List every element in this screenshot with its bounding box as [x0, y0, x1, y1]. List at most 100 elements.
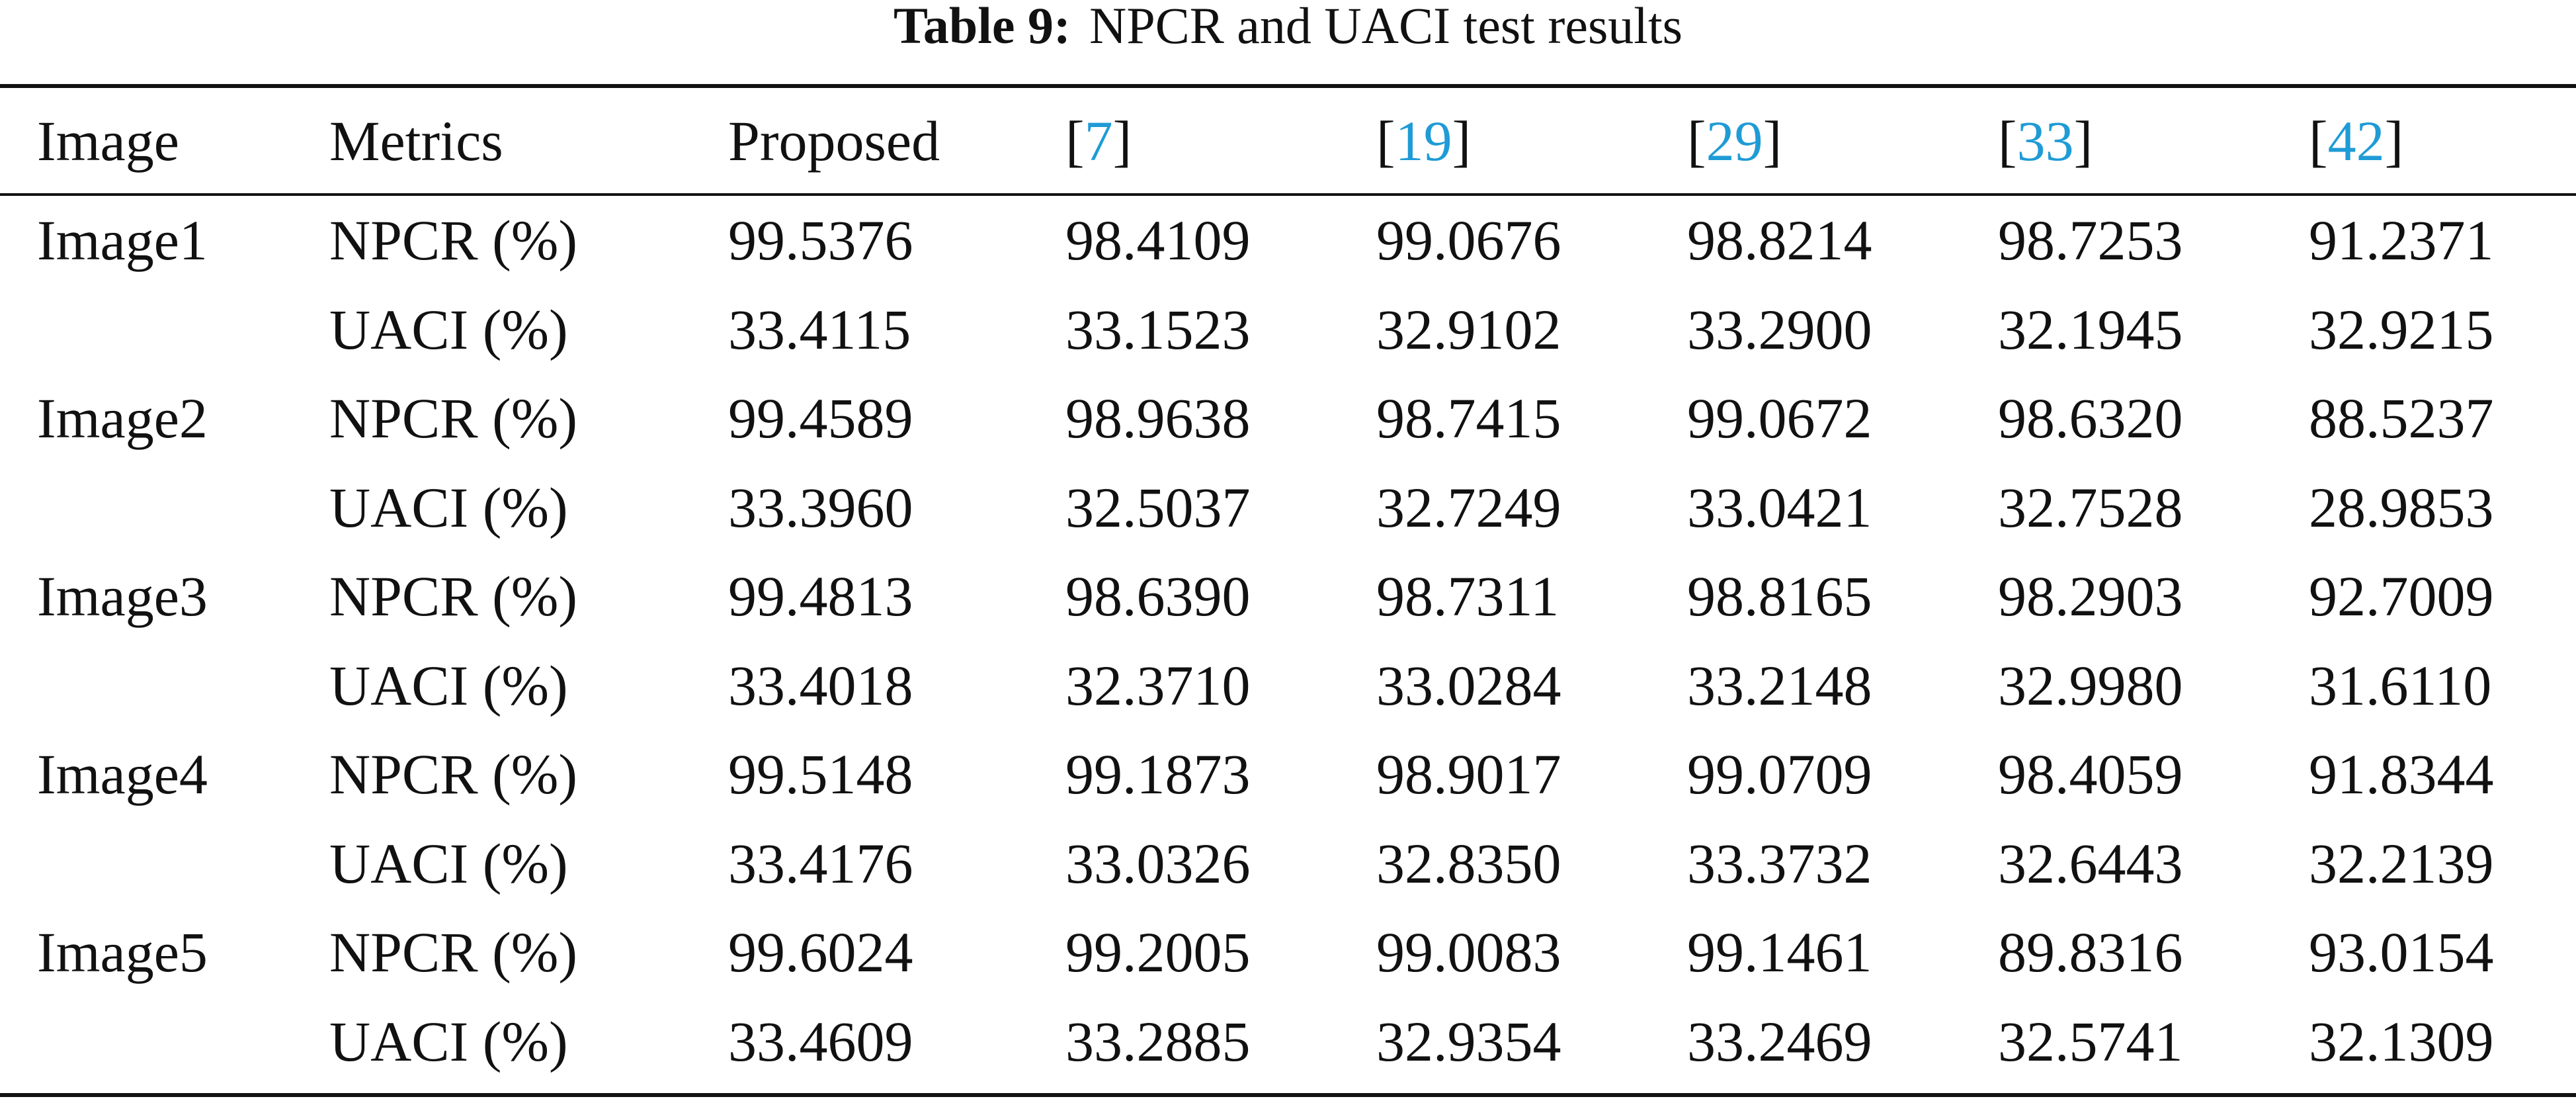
cell-metric: NPCR (%) [329, 208, 578, 273]
cell-value: 91.2371 [2309, 208, 2494, 273]
column-header-proposed: Proposed [728, 109, 940, 173]
cell-value: 98.9017 [1376, 742, 1561, 807]
cell-image [0, 285, 329, 374]
table-row: Image4 NPCR (%) 99.5148 99.1873 98.9017 99.07… [0, 730, 2576, 819]
cell-image: Image2 [37, 386, 208, 451]
cell-value: 32.5741 [1998, 1009, 2183, 1073]
column-header-image: Image [37, 109, 179, 173]
cell-value: 98.7253 [1998, 208, 2183, 273]
cell-metric: UACI (%) [329, 1009, 568, 1073]
column-header-metrics: Metrics [329, 109, 503, 173]
cell-image: Image1 [37, 208, 208, 273]
cell-value: 99.0083 [1376, 920, 1561, 985]
cell-metric: UACI (%) [329, 475, 568, 539]
results-table-body: Image1 NPCR (%) 99.5376 98.4109 99.0676 98.82… [0, 196, 2576, 1086]
cell-image [0, 641, 329, 730]
citation-link[interactable]: 29 [1706, 109, 1763, 173]
cell-metric: NPCR (%) [329, 742, 578, 807]
cell-value: 99.1461 [1687, 920, 1872, 985]
citation-link[interactable]: 42 [2327, 109, 2385, 173]
table-caption-title: NPCR and UACI test results [1089, 0, 1683, 54]
cell-value: 33.1523 [1065, 297, 1251, 361]
cell-value: 32.2139 [2309, 831, 2494, 895]
cell-value: 98.7311 [1376, 564, 1559, 629]
cell-value: 98.4109 [1065, 208, 1251, 273]
cell-value: 92.7009 [2309, 564, 2494, 629]
citation-link[interactable]: 33 [2016, 109, 2074, 173]
cell-value: 99.4589 [728, 386, 913, 451]
cell-value: 33.0421 [1687, 475, 1872, 539]
table-top-rule [0, 84, 2576, 88]
cell-value: 98.9638 [1065, 386, 1251, 451]
cell-value: 93.0154 [2309, 920, 2494, 985]
cell-metric: NPCR (%) [329, 920, 578, 985]
header-row: Image Metrics Proposed [7] [19] [29] [33… [0, 89, 2576, 193]
cell-value: 32.1309 [2309, 1009, 2494, 1073]
table-row: UACI (%) 33.3960 32.5037 32.7249 33.0421 32.7… [0, 463, 2576, 552]
table-row: UACI (%) 33.4609 33.2885 32.9354 33.2469 32.5… [0, 997, 2576, 1086]
cell-value: 32.7528 [1998, 475, 2183, 539]
table-row: Image5 NPCR (%) 99.6024 99.2005 99.0083 99.14… [0, 908, 2576, 997]
table-row: Image1 NPCR (%) 99.5376 98.4109 99.0676 98.82… [0, 196, 2576, 285]
cell-metric: UACI (%) [329, 653, 568, 717]
cell-value: 33.2148 [1687, 653, 1872, 717]
cell-value: 33.4176 [728, 831, 913, 895]
column-header-ref-19: [19] [1376, 109, 1472, 173]
cell-value: 99.5376 [728, 208, 913, 273]
cell-value: 98.6390 [1065, 564, 1251, 629]
cell-value: 99.1873 [1065, 742, 1251, 807]
cell-value: 33.2900 [1687, 297, 1872, 361]
citation-link[interactable]: 7 [1084, 109, 1113, 173]
cell-value: 98.4059 [1998, 742, 2183, 807]
table-caption: Table 9: NPCR and UACI test results [0, 0, 2576, 66]
cell-value: 28.9853 [2309, 475, 2494, 539]
citation-link[interactable]: 19 [1395, 109, 1452, 173]
cell-value: 99.0709 [1687, 742, 1872, 807]
cell-image: Image3 [37, 564, 208, 629]
cell-value: 32.9354 [1376, 1009, 1561, 1073]
table-row: UACI (%) 33.4018 32.3710 33.0284 33.2148 32.9… [0, 641, 2576, 730]
cell-value: 33.4609 [728, 1009, 913, 1073]
cell-metric: UACI (%) [329, 297, 568, 361]
cell-value: 91.8344 [2309, 742, 2494, 807]
cell-value: 99.0676 [1376, 208, 1561, 273]
cell-value: 98.7415 [1376, 386, 1561, 451]
cell-value: 32.5037 [1065, 475, 1251, 539]
cell-value: 31.6110 [2309, 653, 2492, 717]
cell-value: 33.3732 [1687, 831, 1872, 895]
cell-value: 32.9215 [2309, 297, 2494, 361]
table-header-rule [0, 193, 2576, 196]
cell-value: 98.8214 [1687, 208, 1872, 273]
cell-value: 33.0326 [1065, 831, 1251, 895]
cell-metric: NPCR (%) [329, 386, 578, 451]
cell-image [0, 463, 329, 552]
cell-value: 32.9102 [1376, 297, 1561, 361]
cell-value: 99.0672 [1687, 386, 1872, 451]
cell-image [0, 997, 329, 1086]
cell-image [0, 819, 329, 908]
cell-value: 32.7249 [1376, 475, 1561, 539]
cell-value: 98.8165 [1687, 564, 1872, 629]
column-header-ref-29: [29] [1687, 109, 1782, 173]
cell-value: 99.5148 [728, 742, 913, 807]
cell-value: 32.3710 [1065, 653, 1251, 717]
cell-value: 98.6320 [1998, 386, 2183, 451]
cell-value: 32.6443 [1998, 831, 2183, 895]
cell-value: 33.2885 [1065, 1009, 1251, 1073]
cell-value: 32.8350 [1376, 831, 1561, 895]
cell-value: 33.4018 [728, 653, 913, 717]
cell-value: 89.8316 [1998, 920, 2183, 985]
table-row: UACI (%) 33.4115 33.1523 32.9102 33.2900 32.1… [0, 285, 2576, 374]
column-header-ref-42: [42] [2309, 109, 2404, 173]
results-table-header: Image Metrics Proposed [7] [19] [29] [33… [0, 89, 2576, 193]
cell-value: 33.0284 [1376, 653, 1561, 717]
cell-value: 33.4115 [728, 297, 911, 361]
cell-image: Image5 [37, 920, 208, 985]
table-bottom-rule [0, 1093, 2576, 1097]
cell-value: 99.2005 [1065, 920, 1251, 985]
table-row: UACI (%) 33.4176 33.0326 32.8350 33.3732 32.6… [0, 819, 2576, 908]
cell-metric: NPCR (%) [329, 564, 578, 629]
cell-image: Image4 [37, 742, 208, 807]
cell-value: 32.1945 [1998, 297, 2183, 361]
column-header-ref-33: [33] [1998, 109, 2093, 173]
